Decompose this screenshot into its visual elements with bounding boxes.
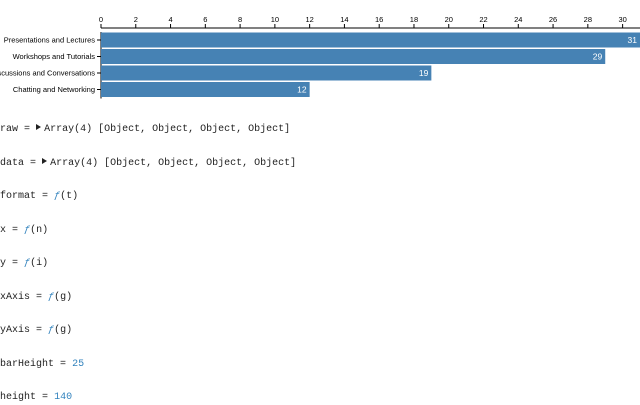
- x-tick-label: 10: [271, 15, 279, 24]
- assign: =: [60, 358, 67, 370]
- assign: =: [30, 157, 37, 169]
- cell: raw = Array(4) [Object, Object, Object, …: [0, 123, 290, 137]
- assign: =: [42, 392, 49, 403]
- function-symbol: ƒ: [48, 291, 55, 303]
- y-tick-label: Chatting and Networking: [13, 85, 95, 94]
- bar: [101, 82, 310, 97]
- cell: x = ƒ(n): [0, 224, 48, 238]
- x-tick-label: 2: [134, 15, 138, 24]
- y-tick-label: Presentations and Lectures: [4, 36, 96, 45]
- y-tick-label: Discussions and Conversations: [0, 69, 95, 78]
- value-label: 12: [297, 85, 307, 95]
- x-tick-label: 20: [445, 15, 453, 24]
- cell: format = ƒ(t): [0, 190, 78, 204]
- x-tick-label: 22: [479, 15, 487, 24]
- function-args: (i): [30, 258, 49, 269]
- x-tick-label: 14: [340, 15, 348, 24]
- x-tick-label: 24: [514, 15, 522, 24]
- assign: =: [36, 325, 43, 336]
- function-args: (n): [30, 224, 49, 236]
- x-tick-label: 0: [99, 15, 103, 24]
- function-args: (t): [60, 191, 79, 202]
- function-symbol: ƒ: [54, 191, 61, 202]
- chart: 0 2 4 6 8 10 12 14 16 18 20 22 24 26 28 30Presentations…: [0, 15, 640, 99]
- cell-name: y: [0, 258, 7, 269]
- expand-toggle[interactable]: [36, 124, 42, 130]
- value-label: 19: [419, 68, 429, 78]
- x-tick-label: 28: [584, 15, 592, 24]
- number-value: 25: [72, 358, 85, 370]
- value-label: 29: [593, 52, 603, 62]
- array-kind: Array(4): [44, 124, 93, 135]
- y-tick-label: Workshops and Tutorials: [13, 52, 96, 61]
- assign: =: [42, 191, 49, 202]
- x-tick-label: 4: [168, 15, 172, 24]
- cell: yAxis = ƒ(g): [0, 324, 72, 338]
- x-tick-label: 8: [238, 15, 242, 24]
- x-tick-label: 6: [203, 15, 207, 24]
- x-tick-label: 26: [549, 15, 557, 24]
- array-preview: [Object, Object, Object, Object]: [104, 157, 297, 169]
- function-symbol: ƒ: [48, 325, 55, 336]
- assign: =: [24, 124, 31, 135]
- cell-name: barHeight: [0, 358, 55, 370]
- x-tick-label: 18: [410, 15, 418, 24]
- cell: xAxis = ƒ(g): [0, 291, 72, 305]
- cell: data = Array(4) [Object, Object, Object,…: [0, 157, 296, 171]
- cell-name: yAxis: [0, 325, 31, 336]
- bar: [101, 32, 640, 48]
- x-tick-label: 12: [305, 15, 313, 24]
- assign: =: [36, 291, 43, 303]
- cell-name: height: [0, 392, 37, 403]
- cell: y = ƒ(i): [0, 257, 48, 271]
- function-args: (g): [54, 325, 73, 336]
- cell-name: xAxis: [0, 291, 31, 303]
- function-args: (g): [54, 291, 73, 303]
- function-symbol: ƒ: [24, 224, 31, 236]
- cell: barHeight = 25: [0, 358, 84, 372]
- cell-name: raw: [0, 124, 19, 135]
- number-value: 140: [54, 392, 73, 403]
- bar: [101, 49, 606, 64]
- expand-toggle[interactable]: [42, 157, 48, 164]
- x-tick-label: 30: [618, 15, 626, 24]
- cell-name: format: [0, 191, 37, 202]
- cell-name: x: [0, 224, 7, 236]
- assign: =: [12, 224, 19, 236]
- array-kind: Array(4): [50, 157, 99, 169]
- bar: [101, 65, 432, 81]
- array-preview: [Object, Object, Object, Object]: [98, 124, 291, 135]
- cell-name: data: [0, 157, 25, 169]
- cell: height = 140: [0, 391, 72, 405]
- value-label: 31: [628, 35, 638, 45]
- x-tick-label: 16: [375, 15, 383, 24]
- assign: =: [12, 258, 19, 269]
- function-symbol: ƒ: [24, 258, 31, 269]
